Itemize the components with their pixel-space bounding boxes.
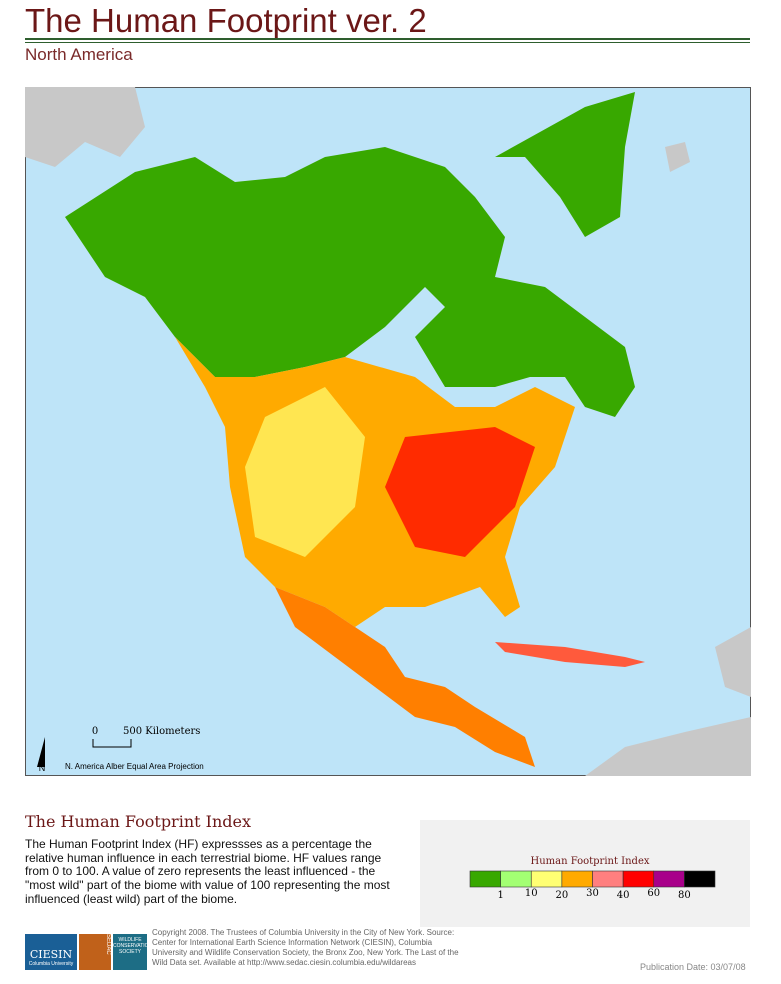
legend-swatch bbox=[469, 870, 501, 888]
logo-text: Columbia University bbox=[28, 961, 74, 967]
legend-label: 60 bbox=[647, 888, 660, 899]
title: The Human Footprint ver. 2 bbox=[25, 2, 427, 39]
legend-svg: Human Footprint Index 1 10 20 30 40 60 80 bbox=[469, 856, 716, 901]
publication-date: Publication Date: 03/07/08 bbox=[640, 962, 746, 972]
projection: N. America Alber Equal Area Projection bbox=[65, 762, 204, 771]
logo: WILDLIFE CONSERVATION SOCIETY bbox=[113, 934, 152, 970]
north-arrow bbox=[37, 737, 45, 767]
section-title: The Human Footprint Index bbox=[25, 812, 251, 831]
rule bbox=[25, 42, 750, 43]
legend-swatch bbox=[561, 870, 593, 888]
scale-label: 500 Kilometers bbox=[123, 726, 200, 737]
legend-swatch bbox=[530, 870, 563, 888]
mexico bbox=[275, 587, 535, 767]
legend: Human Footprint Index 1 10 20 30 40 60 80 bbox=[420, 820, 750, 927]
legend-swatch bbox=[592, 870, 624, 888]
logo-text: CIESIN bbox=[29, 948, 73, 961]
legend-swatch bbox=[653, 870, 685, 888]
legend-swatch bbox=[500, 870, 532, 888]
land-gray bbox=[715, 627, 751, 697]
scale-bar bbox=[92, 739, 132, 748]
land-gray bbox=[585, 717, 751, 776]
usa bbox=[175, 337, 575, 627]
subtitle: North America bbox=[25, 45, 133, 64]
canada bbox=[65, 147, 635, 417]
greenland bbox=[495, 92, 635, 237]
legend-label: 40 bbox=[617, 890, 630, 901]
legend-swatch bbox=[684, 870, 716, 888]
north-label: N bbox=[39, 763, 46, 773]
legend-label: 30 bbox=[586, 888, 599, 899]
rule bbox=[25, 38, 750, 40]
legend-label: 10 bbox=[525, 888, 538, 899]
section-body: The Human Footprint Index (HF) expressse… bbox=[25, 837, 390, 906]
legend-swatch bbox=[622, 870, 655, 888]
caribbean bbox=[495, 642, 645, 667]
legend-label: 80 bbox=[678, 890, 691, 901]
east bbox=[385, 427, 535, 557]
legend-title: Human Footprint Index bbox=[530, 856, 649, 867]
logo: SEDAC bbox=[79, 934, 111, 970]
legend-label: 20 bbox=[556, 890, 569, 901]
copyright: Copyright 2008. The Trustees of Columbia… bbox=[152, 928, 459, 967]
scale-zero: 0 bbox=[92, 726, 98, 737]
west bbox=[245, 387, 365, 557]
legend-label: 1 bbox=[497, 890, 503, 901]
land-gray bbox=[25, 87, 145, 167]
land-gray bbox=[665, 142, 690, 172]
logo: CIESIN Columbia University bbox=[25, 934, 77, 970]
map: N 0 500 Kilometers N. America Alber Equa… bbox=[25, 87, 751, 776]
